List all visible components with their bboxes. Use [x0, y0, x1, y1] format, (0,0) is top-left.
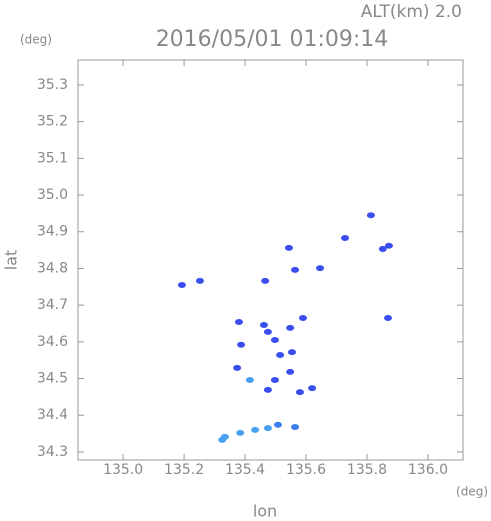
- echo-point: [316, 265, 325, 272]
- chart-subtitle: ALT(km) 2.0: [361, 2, 462, 22]
- y-tick-label: 34.6: [37, 334, 68, 350]
- chart-title: 2016/05/01 01:09:14: [156, 27, 389, 52]
- echo-point: [245, 377, 254, 383]
- y-tick-label: 34.9: [37, 224, 68, 240]
- echo-point: [286, 368, 295, 375]
- y-tick-label: 35.1: [37, 150, 68, 166]
- echo-point: [284, 244, 293, 251]
- echo-point: [236, 429, 245, 436]
- echo-point: [384, 314, 393, 321]
- y-unit: (deg): [20, 33, 52, 47]
- echo-point: [270, 377, 279, 383]
- y-tick-label: 34.5: [37, 371, 68, 387]
- echo-point: [276, 352, 285, 359]
- echo-point: [291, 423, 300, 430]
- echo-point: [233, 364, 242, 371]
- plot-frame: [77, 59, 464, 461]
- y-axis-label: lat: [2, 250, 21, 271]
- echo-point: [341, 234, 350, 241]
- echo-point: [177, 281, 186, 288]
- y-tick-label: 34.8: [37, 260, 68, 276]
- echo-point: [195, 277, 204, 284]
- echo-point: [270, 337, 279, 343]
- echo-point: [384, 242, 393, 249]
- echo-point: [263, 425, 272, 432]
- x-tick-label: 135.8: [347, 462, 387, 478]
- echo-point: [251, 426, 260, 433]
- y-tick-label: 35.3: [37, 77, 68, 93]
- x-tick-label: 136.0: [408, 462, 448, 478]
- echo-point: [291, 266, 300, 273]
- y-tick-label: 34.7: [37, 297, 68, 313]
- echo-point: [298, 314, 307, 321]
- y-tick-label: 35.2: [37, 114, 68, 130]
- echo-point: [259, 321, 268, 328]
- x-axis-label: lon: [253, 502, 277, 521]
- x-unit: (deg): [456, 485, 488, 499]
- echo-point: [308, 385, 317, 392]
- y-tick-label: 35.0: [37, 187, 68, 203]
- echo-point: [378, 245, 387, 252]
- echo-point: [295, 389, 304, 396]
- y-tick-label: 34.4: [37, 407, 68, 423]
- echo-point: [366, 212, 375, 219]
- echo-point: [286, 324, 295, 331]
- x-tick-label: 135.0: [103, 462, 143, 478]
- x-tick-label: 135.6: [286, 462, 326, 478]
- echo-point: [261, 277, 270, 284]
- echo-point: [237, 341, 246, 348]
- echo-point: [287, 349, 296, 356]
- x-tick-label: 135.2: [164, 462, 204, 478]
- echo-point: [234, 319, 243, 326]
- echo-point: [218, 436, 227, 443]
- echo-point: [273, 421, 282, 428]
- echo-point: [263, 328, 272, 335]
- x-tick-label: 135.4: [225, 462, 265, 478]
- y-tick-label: 34.3: [37, 444, 68, 460]
- echo-point: [263, 386, 272, 393]
